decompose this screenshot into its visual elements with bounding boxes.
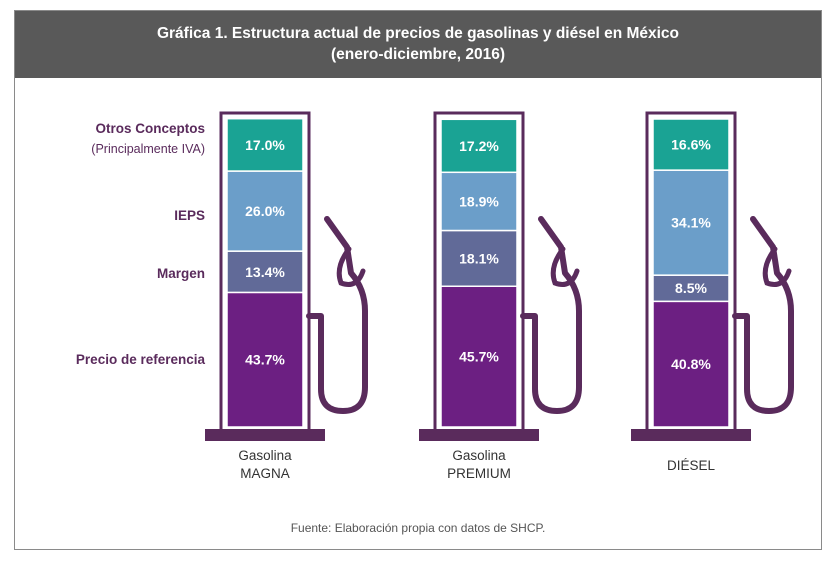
label-margen: Margen <box>156 266 205 281</box>
label-precio-referencia: Precio de referencia <box>75 352 205 367</box>
data-label-magna-0: 43.7% <box>245 352 285 368</box>
label-otros-conceptos: Otros Conceptos <box>95 121 205 136</box>
bar-segment-magna-0 <box>226 291 304 428</box>
pump-hose-magna <box>306 216 368 414</box>
chart-frame: Gráfica 1. Estructura actual de precios … <box>14 10 822 550</box>
bar-segment-premium-2 <box>440 171 518 232</box>
pump-name-premium: Gasolina PREMIUM <box>409 447 549 483</box>
pump-name-premium-line1: Gasolina <box>452 448 506 463</box>
source-note: Fuente: Elaboración propia con datos de … <box>290 521 546 535</box>
bar-segment-diesel-2 <box>652 169 730 276</box>
pump-name-diesel: DIÉSEL <box>621 457 761 475</box>
pump-base-diesel <box>631 429 751 441</box>
bar-segment-diesel-1 <box>652 274 730 303</box>
pump-hose-premium <box>520 216 582 414</box>
data-label-premium-0: 45.7% <box>459 349 499 365</box>
bar-segment-premium-0 <box>440 285 518 428</box>
pump-nozzle-diesel <box>762 246 792 287</box>
label-ieps: IEPS <box>174 208 205 223</box>
pump-name-premium-line2: PREMIUM <box>447 466 511 481</box>
data-label-premium-2: 18.9% <box>459 193 499 209</box>
data-label-magna-3: 17.0% <box>245 137 285 153</box>
pump-hose-diesel <box>732 216 794 414</box>
pump-name-diesel-line1: DIÉSEL <box>666 458 716 473</box>
label-otros-conceptos-sub: (Principalmente IVA) <box>91 142 205 156</box>
data-label-magna-1: 13.4% <box>245 264 285 280</box>
pump-base-premium <box>419 429 539 441</box>
chart-title: Gráfica 1. Estructura actual de precios … <box>156 25 680 42</box>
data-label-diesel-2: 34.1% <box>671 215 711 231</box>
bar-segment-diesel-3 <box>652 118 730 171</box>
pump-name-magna-line2: MAGNA <box>240 466 290 481</box>
pump-name-magna: Gasolina MAGNA <box>195 447 335 483</box>
bar-segment-magna-2 <box>226 170 304 252</box>
data-label-diesel-0: 40.8% <box>671 356 711 372</box>
pump-nozzle-premium <box>550 246 580 287</box>
data-label-magna-2: 26.0% <box>245 203 285 219</box>
bar-segment-premium-3 <box>440 118 518 174</box>
pump-name-magna-line1: Gasolina <box>238 448 292 463</box>
bar-segment-magna-1 <box>226 250 304 294</box>
pump-base-magna <box>205 429 325 441</box>
data-label-diesel-3: 16.6% <box>671 137 711 153</box>
bar-segment-magna-3 <box>226 117 304 172</box>
data-label-premium-1: 18.1% <box>459 250 499 266</box>
data-label-premium-3: 17.2% <box>459 138 499 154</box>
pumps-chart: 43.7% 13.4% 26.0% 17.0% 45.7% 18.1% 18.9% 17.2%… <box>205 111 794 441</box>
data-label-diesel-1: 8.5% <box>675 280 707 296</box>
chart-header: Gráfica 1. Estructura actual de precios … <box>15 11 821 78</box>
pump-nozzle-magna <box>336 246 366 287</box>
chart-subtitle: (enero-diciembre, 2016) <box>330 46 505 63</box>
